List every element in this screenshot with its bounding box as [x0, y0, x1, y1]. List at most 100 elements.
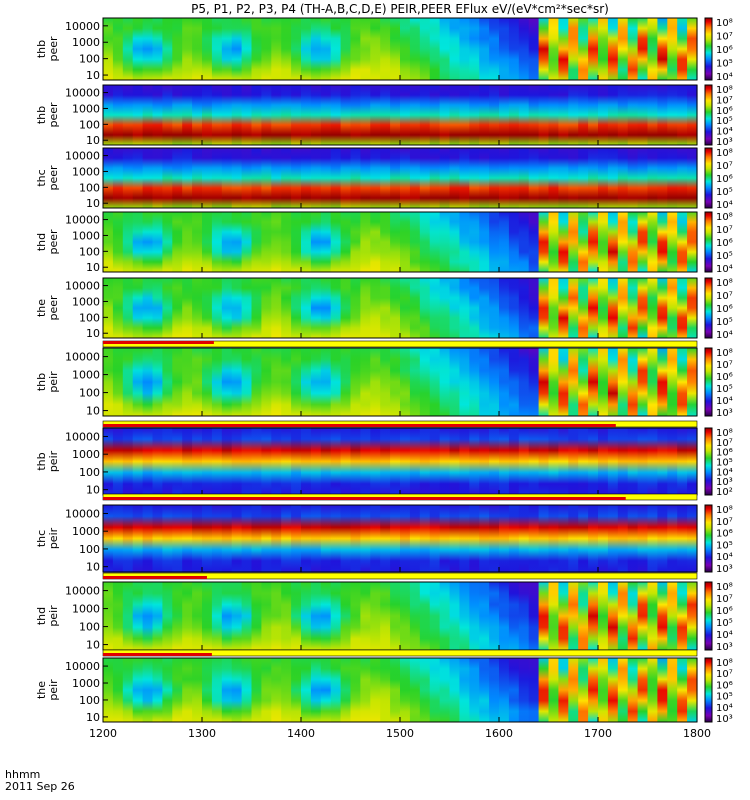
spectrogram-column: [617, 348, 629, 416]
spectrogram-column: [558, 348, 569, 416]
spectrogram-column: [627, 658, 639, 722]
spectrogram-column: [360, 348, 371, 416]
spectrogram-column: [627, 428, 639, 495]
spectrogram-column: [360, 582, 371, 650]
spectrogram-column: [182, 428, 193, 495]
spectrogram-column: [291, 348, 302, 416]
spectrogram-column: [687, 505, 698, 572]
spectrogram-column: [409, 212, 421, 272]
spectrogram-column: [499, 278, 510, 338]
colorbar-tick-label: 10⁴: [716, 630, 733, 641]
spectrogram-column: [202, 428, 213, 495]
spectrogram-column: [291, 505, 302, 572]
spectrogram-column: [489, 428, 500, 495]
colorbar-tick-label: 10⁷: [716, 438, 733, 449]
spectrogram-column: [202, 505, 213, 572]
spectrogram-column: [202, 18, 213, 80]
spectrogram-column: [429, 505, 441, 572]
spectrogram-column: [607, 148, 619, 208]
spectrogram-column: [172, 348, 183, 416]
spectrogram-column: [320, 348, 332, 416]
spectrogram-column: [617, 18, 629, 80]
spectrogram-column: [518, 658, 530, 722]
spectrogram-column: [607, 212, 619, 272]
spectrogram-column: [647, 348, 658, 416]
colorbar-tick-label: 10⁷: [716, 517, 733, 528]
spectrogram-column: [508, 212, 520, 272]
x-tick-label: 1800: [683, 727, 711, 740]
spectrogram-column: [568, 18, 579, 80]
spectrogram-column: [380, 278, 391, 338]
spectrogram-column: [518, 18, 530, 80]
spectrogram-column: [310, 212, 322, 272]
spectrogram-column: [459, 658, 470, 722]
spectrogram-column: [122, 212, 134, 272]
spectrogram-column: [578, 348, 589, 416]
colorbar-5: 10⁴ 10⁵ 10⁶ 10⁷ 10⁸: [704, 277, 733, 341]
spectrogram-column: [251, 212, 262, 272]
spectrogram-column: [538, 18, 550, 80]
spectrogram-column: [568, 85, 579, 145]
spectrogram-column: [251, 505, 262, 572]
spectrogram-column: [281, 582, 292, 650]
colorbar-tick-label: 10⁴: [716, 200, 733, 211]
spectrogram-column: [380, 428, 391, 495]
spectrogram-column: [380, 582, 391, 650]
spectrogram-column: [617, 582, 629, 650]
panel-ylabel: thc: [35, 530, 48, 547]
spectrogram-column: [330, 18, 342, 80]
spectrogram-column: [479, 348, 490, 416]
spectrogram-column: [479, 212, 490, 272]
spectrogram-column: [152, 658, 163, 722]
spectrogram-column: [588, 348, 599, 416]
spectrogram-column: [340, 658, 352, 722]
spectrogram-column: [459, 428, 470, 495]
spectrogram-column: [162, 18, 173, 80]
spectrogram-column: [677, 582, 688, 650]
spectrogram-column: [221, 658, 233, 722]
spectrogram-column: [429, 428, 441, 495]
spectrogram-column: [241, 658, 253, 722]
colorbar-tick-label: 10⁵: [716, 187, 733, 198]
mode-bar: [102, 420, 698, 428]
spectrogram-column: [221, 582, 233, 650]
spectrogram-column: [508, 658, 520, 722]
spectrogram-column: [578, 148, 589, 208]
colorbar-tick-label: 10⁴: [716, 264, 733, 275]
spectrogram-column: [558, 428, 569, 495]
spectrogram-column: [667, 212, 678, 272]
spectrogram-column: [152, 212, 163, 272]
spectrogram-column: [231, 582, 243, 650]
spectrogram-column: [439, 505, 451, 572]
colorbar-tick-label: 10⁸: [716, 212, 733, 223]
colorbar-tick-label: 10⁴: [716, 467, 733, 478]
spectrogram-column: [568, 658, 579, 722]
spectrogram-column: [370, 428, 381, 495]
spectrogram-column: [172, 582, 183, 650]
spectrogram-column: [162, 278, 173, 338]
spectrogram-column: [637, 428, 649, 495]
spectrogram-column: [122, 658, 134, 722]
spectrogram-column: [380, 18, 391, 80]
colorbar-tick-label: 10⁸: [716, 18, 733, 29]
spectrogram-column: [499, 18, 510, 80]
spectrogram-column: [310, 348, 322, 416]
spectrogram-column: [657, 278, 668, 338]
spectrogram-column: [627, 348, 639, 416]
colorbar-scale: [704, 84, 713, 146]
spectrogram-column: [528, 278, 540, 338]
spectrogram-column: [202, 85, 213, 145]
spectrogram-column: [400, 212, 411, 272]
spectrogram-column: [350, 148, 361, 208]
y-tick-label: 10: [86, 405, 100, 418]
spectrogram-column: [320, 505, 332, 572]
spectrogram-column: [142, 505, 154, 572]
panel-ylabel: the: [35, 681, 48, 699]
spectrogram-column: [390, 278, 401, 338]
spectrogram-column: [588, 148, 599, 208]
spectrogram-column: [162, 348, 173, 416]
spectrogram-column: [390, 148, 401, 208]
spectrogram-column: [320, 278, 332, 338]
